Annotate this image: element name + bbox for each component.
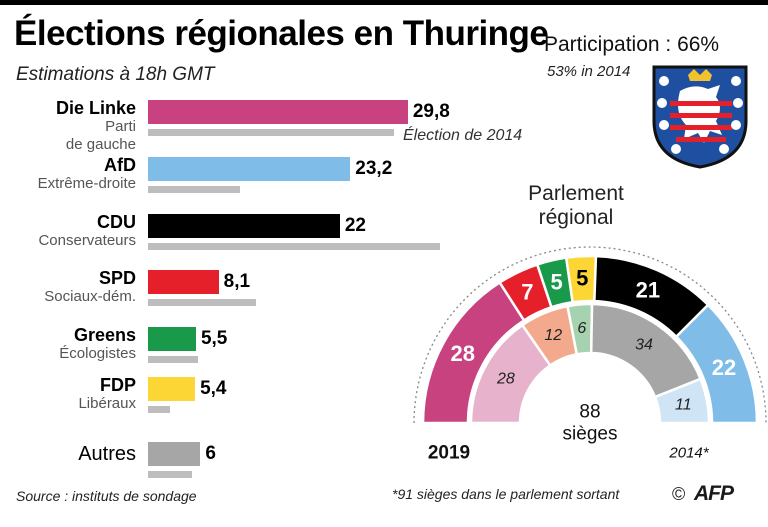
- bar-2014: [148, 406, 170, 413]
- bar-value-label: 5,4: [200, 378, 227, 399]
- seat-segment-2019: [497, 262, 554, 323]
- bar-2014: [148, 129, 394, 136]
- seat-segment-2019: [421, 280, 526, 425]
- page-subtitle: Estimations à 18h GMT: [16, 64, 215, 85]
- parliament-title: Parlement régional: [506, 182, 646, 230]
- party-description: Extrême-droite: [37, 175, 136, 192]
- seat-count-label: 28: [496, 370, 515, 387]
- seat-count-label: 11: [675, 397, 692, 414]
- seat-segment-2019: [535, 256, 575, 309]
- seat-segment-2014*: [589, 302, 703, 399]
- parliament-title-line-1: Parlement: [528, 182, 624, 205]
- year-2019-label: 2019: [428, 443, 470, 464]
- seat-count-label: 5: [576, 266, 588, 291]
- party-description: de gauche: [65, 136, 136, 153]
- parliament-title-line-2: régional: [538, 206, 614, 229]
- bar-value-label: 29,8: [412, 101, 450, 122]
- party-name: CDU: [97, 212, 136, 232]
- seat-count-label: 12: [544, 327, 562, 344]
- party-name: AfD: [104, 155, 136, 175]
- page-title: Élections régionales en Thuringe: [14, 14, 549, 53]
- bar-2019: [148, 100, 408, 124]
- party-name: Autres: [78, 443, 136, 465]
- party-description: Parti: [105, 118, 136, 135]
- bar-value-label: 6: [205, 443, 216, 464]
- seat-segment-2014*: [520, 304, 579, 368]
- bar-2014: [148, 471, 193, 478]
- bar-2019: [148, 157, 351, 181]
- seats-footnote: *91 sièges dans le parlement sortant: [392, 486, 620, 502]
- bar-2014: [148, 356, 198, 363]
- bar-2014: [148, 243, 441, 250]
- top-rule: [0, 0, 768, 5]
- party-name: Die Linke: [55, 98, 136, 118]
- seat-count-label: 5: [551, 269, 563, 294]
- seat-count-label: 21: [636, 278, 660, 303]
- bar-2019: [148, 327, 196, 351]
- seat-segment-2014*: [566, 302, 594, 356]
- parliament-guide-arc: [413, 246, 767, 424]
- copyright-symbol: ©: [672, 484, 686, 504]
- party-name: Greens: [73, 325, 136, 345]
- seat-count-label: 7: [521, 280, 533, 305]
- source-note: Source : instituts de sondage: [16, 488, 197, 504]
- bar-value-label: 23,2: [355, 158, 393, 179]
- bar-2019: [148, 214, 340, 238]
- seat-count-label: 28: [450, 341, 474, 366]
- bar-2019: [148, 377, 196, 401]
- bar-value-label: 8,1: [223, 271, 251, 292]
- participation-previous: 53% in 2014: [547, 63, 631, 80]
- bar-2014: [148, 299, 257, 306]
- bar-2019: [148, 442, 201, 466]
- participation-label: Participation : 66%: [544, 33, 720, 56]
- afp-logo: AFP: [694, 482, 734, 505]
- seats-center-label: sièges: [563, 424, 618, 445]
- previous-election-note: Élection de 2014: [403, 127, 523, 144]
- party-description: Conservateurs: [38, 232, 136, 249]
- party-name: SPD: [98, 268, 136, 288]
- seat-segment-2014*: [653, 377, 711, 425]
- seat-segment-2019: [564, 254, 598, 304]
- bar-value-label: 22: [344, 215, 366, 236]
- party-description: Écologistes: [59, 345, 136, 362]
- party-name: FDP: [100, 375, 136, 395]
- party-description: Sociaux-dém.: [44, 288, 136, 305]
- bar-value-label: 5,5: [200, 328, 228, 349]
- seat-segment-2014*: [469, 323, 552, 425]
- thuringia-coat-of-arms-icon: [652, 65, 748, 169]
- seats-center-number: 88: [579, 402, 600, 423]
- year-2014-label: 2014*: [668, 445, 709, 462]
- seat-count-label: 6: [577, 320, 586, 337]
- bar-2019: [148, 270, 219, 294]
- seat-count-label: 22: [712, 355, 736, 380]
- bar-2014: [148, 186, 241, 193]
- party-description: Libéraux: [78, 395, 136, 412]
- seat-count-label: 34: [635, 336, 653, 353]
- seat-segment-2019: [593, 254, 710, 339]
- seat-segment-2019: [674, 303, 759, 425]
